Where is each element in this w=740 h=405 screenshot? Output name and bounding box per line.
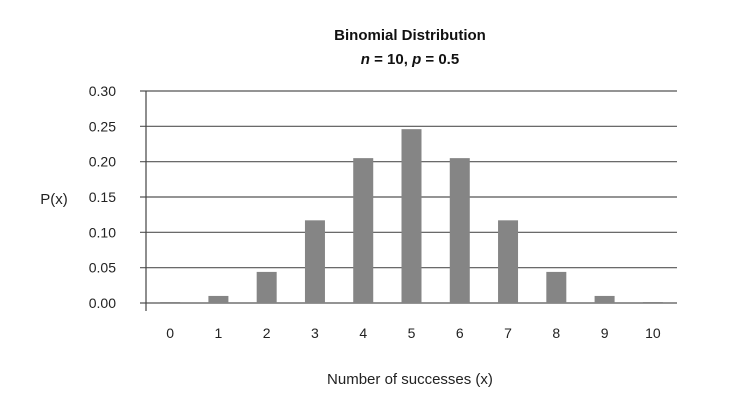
chart-title: Binomial Distribution	[334, 27, 486, 44]
x-tick-label: 9	[601, 325, 609, 341]
x-axis-label: Number of successes (x)	[327, 371, 493, 388]
x-tick-label: 8	[552, 325, 560, 341]
x-axis-ticks: 0 1 2 3 4 5 6 7 8 9 10	[166, 325, 661, 341]
y-tick-label: 0.05	[89, 260, 116, 276]
bar-0	[160, 302, 181, 303]
subtitle-part: p	[411, 51, 421, 68]
subtitle-part: = 0.5	[421, 51, 459, 68]
y-tick-label: 0.20	[89, 154, 116, 170]
bar-4	[353, 158, 374, 303]
x-tick-label: 10	[645, 325, 661, 341]
bar-2	[256, 271, 277, 303]
bar-1	[208, 295, 229, 303]
x-tick-label: 3	[311, 325, 319, 341]
x-tick-label: 5	[408, 325, 416, 341]
bar-8	[546, 271, 567, 303]
x-tick-label: 4	[359, 325, 367, 341]
bar-10	[642, 302, 663, 303]
x-tick-label: 7	[504, 325, 512, 341]
bar-6	[449, 158, 470, 303]
x-tick-label: 1	[215, 325, 223, 341]
bar-7	[498, 220, 519, 303]
x-tick-label: 0	[166, 325, 174, 341]
chart-subtitle: n = 10, p = 0.5	[361, 51, 459, 68]
y-axis-label: P(x)	[40, 191, 68, 208]
x-tick-label: 6	[456, 325, 464, 341]
y-axis-ticks: 0.00 0.05 0.10 0.15 0.20 0.25 0.30	[89, 83, 116, 311]
y-tick-label: 0.10	[89, 224, 116, 240]
y-tick-label: 0.00	[89, 295, 116, 311]
bars	[160, 129, 663, 303]
subtitle-part: = 10,	[370, 51, 412, 68]
y-tick-label: 0.15	[89, 189, 116, 205]
x-tick-label: 2	[263, 325, 271, 341]
bar-3	[304, 220, 325, 303]
bar-9	[594, 295, 615, 303]
subtitle-part: n	[361, 51, 370, 68]
y-tick-label: 0.25	[89, 118, 116, 134]
y-tick-label: 0.30	[89, 83, 116, 99]
bar-5	[401, 129, 422, 303]
